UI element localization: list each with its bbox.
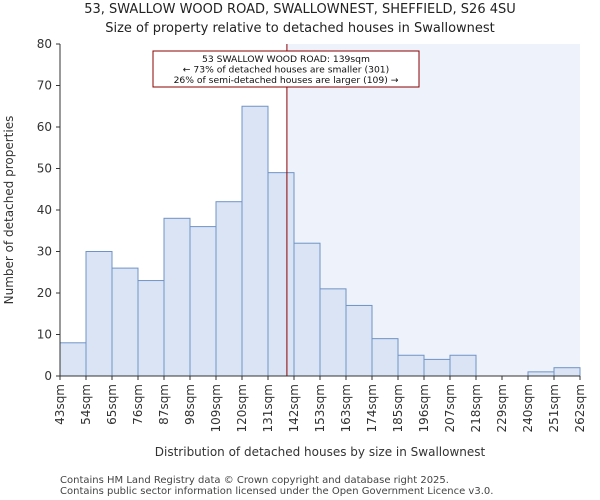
histogram-bar [371, 338, 399, 377]
histogram-bar [397, 354, 425, 377]
x-tick-label: 87sqm [157, 384, 171, 425]
x-tick-label: 76sqm [131, 384, 145, 425]
x-tick-label: 185sqm [391, 384, 405, 432]
histogram-bar [423, 358, 451, 377]
histogram-bar [293, 242, 321, 377]
histogram-bar [111, 267, 139, 377]
y-tick-label: 10 [37, 328, 52, 342]
x-tick-label: 54sqm [79, 384, 93, 425]
chart-subtitle: Size of property relative to detached ho… [105, 21, 495, 36]
x-tick-label: 98sqm [183, 384, 197, 425]
histogram-bar [527, 371, 555, 377]
annotation-box [152, 50, 420, 88]
histogram-bar [59, 342, 87, 377]
x-tick-label: 229sqm [495, 384, 509, 432]
y-tick-label: 30 [37, 245, 52, 259]
histogram-bar [215, 201, 243, 377]
y-tick-label: 0 [44, 369, 52, 383]
histogram-bar [137, 280, 165, 377]
histogram-bar [553, 367, 581, 377]
x-tick-label: 163sqm [339, 384, 353, 432]
y-tick-label: 40 [37, 203, 52, 217]
x-tick-label: 65sqm [105, 384, 119, 425]
annotation-line: 26% of semi-detached houses are larger (… [174, 75, 399, 86]
histogram-bar [319, 288, 347, 377]
y-tick-label: 70 [37, 79, 52, 93]
histogram-bar [85, 251, 113, 377]
x-tick-label: 207sqm [443, 384, 457, 432]
footer-licence: Contains public sector information licen… [60, 486, 494, 497]
x-tick-label: 240sqm [521, 384, 535, 432]
histogram-bar [345, 304, 373, 377]
y-tick-label: 60 [37, 120, 52, 134]
y-tick-label: 80 [37, 37, 52, 51]
histogram-bar [241, 105, 269, 377]
histogram-bar [189, 226, 217, 377]
x-tick-label: 262sqm [573, 384, 587, 432]
footer-copyright: Contains HM Land Registry data © Crown c… [60, 475, 449, 486]
x-tick-label: 196sqm [417, 384, 431, 432]
x-tick-label: 109sqm [209, 384, 223, 432]
y-tick-label: 20 [37, 286, 52, 300]
y-tick-label: 50 [37, 162, 52, 176]
histogram-bar [267, 172, 295, 377]
x-tick-label: 120sqm [235, 384, 249, 432]
x-tick-label: 131sqm [261, 384, 275, 432]
x-tick-label: 251sqm [547, 384, 561, 432]
y-axis-label: Number of detached properties [2, 116, 16, 305]
histogram-bar [163, 217, 191, 377]
x-tick-label: 218sqm [469, 384, 483, 432]
x-tick-label: 153sqm [313, 384, 327, 432]
x-tick-label: 174sqm [365, 384, 379, 432]
x-axis-label: Distribution of detached houses by size … [155, 445, 486, 459]
chart-title: 53, SWALLOW WOOD ROAD, SWALLOWNEST, SHEF… [84, 2, 516, 17]
x-tick-label: 142sqm [287, 384, 301, 432]
annotation-line: ← 73% of detached houses are smaller (30… [183, 65, 389, 76]
histogram-bar [449, 354, 477, 377]
x-tick-label: 43sqm [53, 384, 67, 425]
annotation-line: 53 SWALLOW WOOD ROAD: 139sqm [202, 54, 370, 65]
